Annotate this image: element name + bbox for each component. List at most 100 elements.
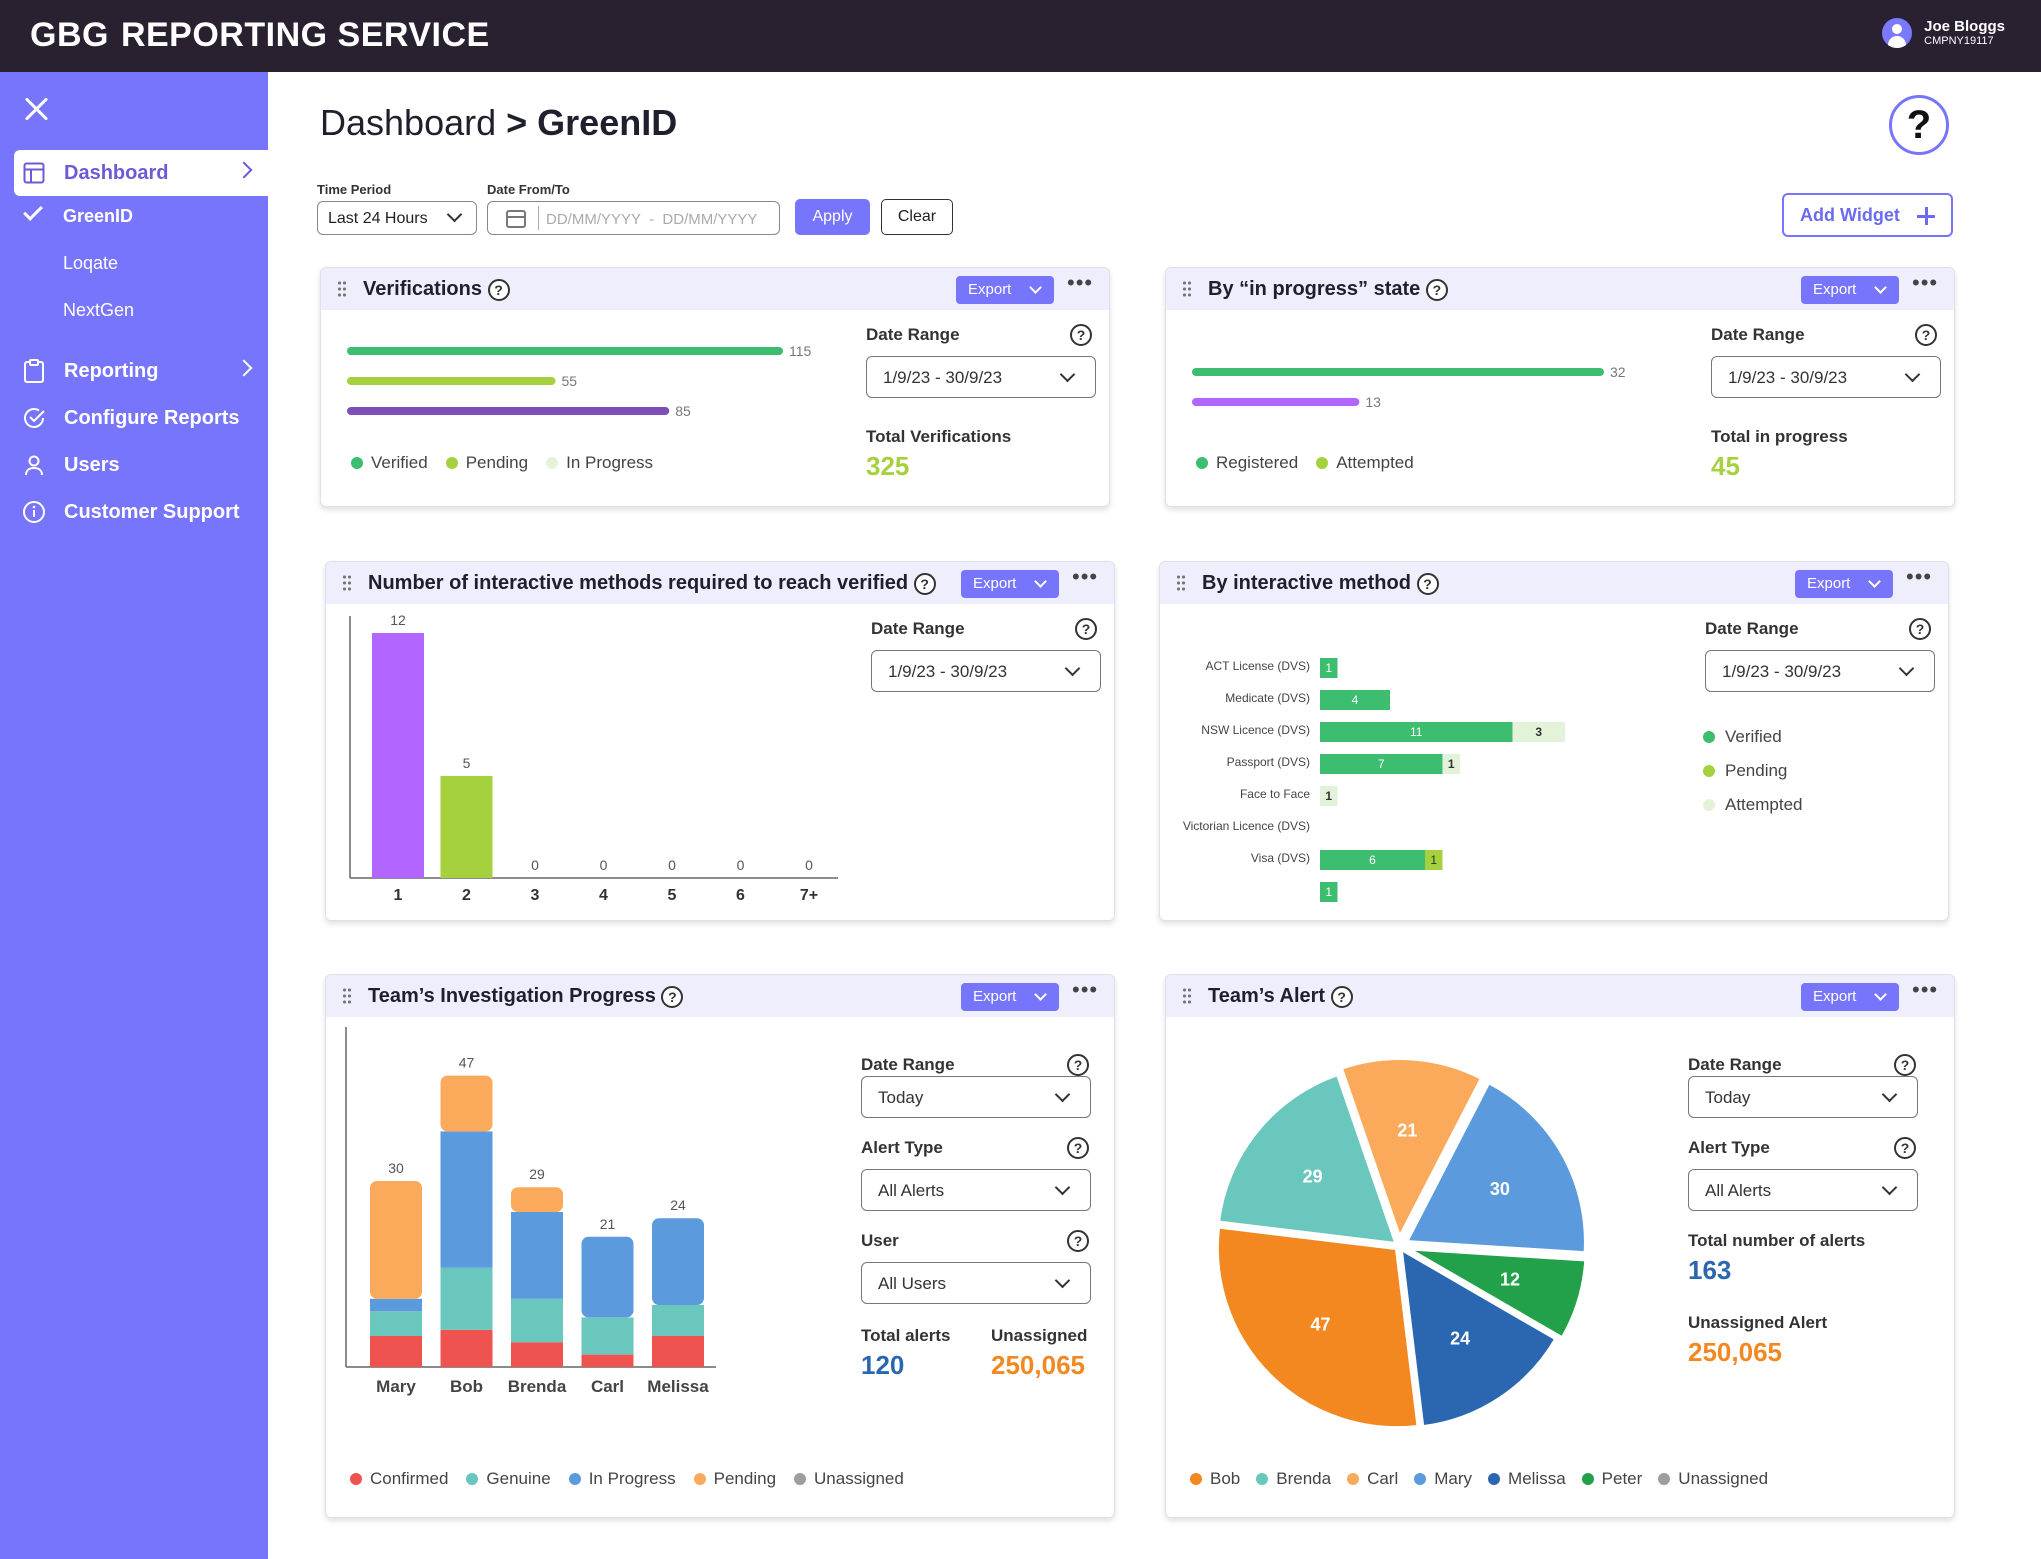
close-icon[interactable] [22, 94, 52, 124]
bar [347, 407, 670, 415]
user-avatar-icon[interactable] [1882, 18, 1913, 48]
bar-segment [581, 1354, 634, 1367]
drag-handle-icon[interactable] [337, 280, 347, 298]
alert-type-select[interactable]: All Alerts [861, 1169, 1091, 1211]
drag-handle-icon[interactable] [342, 574, 352, 592]
legend-dot [568, 1473, 581, 1485]
export-button[interactable]: Export [1795, 570, 1893, 598]
sidebar-item-dashboard[interactable]: Dashboard [14, 150, 268, 196]
more-icon[interactable]: ••• [1912, 977, 1939, 1002]
help-icon[interactable]: ? [1894, 1054, 1916, 1076]
more-icon[interactable]: ••• [1072, 977, 1099, 1002]
legend-dot [1256, 1473, 1269, 1485]
help-icon[interactable]: ? [1909, 618, 1931, 640]
sidebar-item-configure-reports[interactable]: Configure Reports [14, 395, 268, 441]
date-range-select[interactable]: 1/9/23 - 30/9/23 [866, 356, 1096, 398]
help-icon[interactable]: ? [1894, 1137, 1916, 1159]
help-icon[interactable]: ? [487, 278, 510, 301]
chevron-down-icon [1054, 1179, 1071, 1196]
date-range-select[interactable]: Today [861, 1076, 1091, 1118]
help-icon[interactable]: ? [1067, 1230, 1089, 1252]
bar-value-label: 30 [388, 1160, 404, 1176]
bar-segment [581, 1317, 634, 1355]
date-range-select[interactable]: Today [1688, 1076, 1918, 1118]
breadcrumb-parent[interactable]: Dashboard [320, 102, 497, 143]
pie-slice [1338, 1056, 1485, 1244]
widget-verifications: Verifications ? Export ••• 115 55 85 Verif… [320, 267, 1110, 507]
y-tick-label: Face to Face [1240, 787, 1310, 801]
legend-item: Carl [1347, 1469, 1398, 1489]
unassigned-value: 250,065 [991, 1350, 1085, 1380]
legend-item: Mary [1414, 1469, 1472, 1489]
bar-segment [652, 1336, 704, 1367]
more-icon[interactable]: ••• [1912, 270, 1939, 295]
help-icon[interactable]: ? [1067, 1137, 1089, 1159]
time-period-label: Time Period [317, 182, 392, 197]
apply-button[interactable]: Apply [795, 199, 870, 235]
help-icon[interactable]: ? [1330, 985, 1353, 1008]
drag-handle-icon[interactable] [1182, 280, 1192, 298]
export-button[interactable]: Export [961, 570, 1059, 598]
pie-value-label: 30 [1490, 1179, 1510, 1199]
drag-handle-icon[interactable] [1176, 574, 1186, 592]
drag-handle-icon[interactable] [1182, 987, 1192, 1005]
legend-dot [466, 1473, 479, 1485]
date-range-select[interactable]: 1/9/23 - 30/9/23 [871, 650, 1101, 692]
sidebar-subitem-greenid[interactable]: GreenID [63, 206, 134, 226]
bar-value-label: 55 [562, 373, 578, 389]
export-button[interactable]: Export [1801, 276, 1899, 304]
more-icon[interactable]: ••• [1067, 270, 1094, 295]
help-icon[interactable]: ? [1915, 324, 1937, 346]
user-menu[interactable]: Joe Bloggs CMPNY19117 [1882, 18, 2005, 48]
help-icon[interactable]: ? [1425, 278, 1448, 301]
widget-title: Verifications ? [363, 278, 510, 301]
date-range-input[interactable]: DD/MM/YYYY - DD/MM/YYYY [487, 201, 780, 235]
sidebar-item-reporting[interactable]: Reporting [14, 348, 268, 394]
legend-item: Registered [1196, 453, 1298, 473]
bar-segment [440, 1075, 493, 1132]
more-icon[interactable]: ••• [1072, 564, 1099, 589]
sidebar-item-users[interactable]: Users [14, 442, 268, 488]
more-icon[interactable]: ••• [1906, 564, 1933, 589]
bar-segment [1320, 786, 1338, 806]
bar [1192, 368, 1604, 376]
sidebar-item-label: Dashboard [64, 161, 169, 184]
chevron-down-icon [1881, 1179, 1898, 1196]
help-icon[interactable]: ? [1070, 324, 1092, 346]
chevron-right-icon [235, 161, 253, 179]
bar-segment [652, 1218, 704, 1305]
help-icon[interactable]: ? [1075, 618, 1097, 640]
export-button[interactable]: Export [956, 276, 1054, 304]
bar-value-label: 0 [805, 857, 813, 873]
time-period-select[interactable]: Last 24 Hours [317, 201, 477, 235]
sidebar-item-customer-support[interactable]: Customer Support [14, 489, 268, 535]
alert-type-select[interactable]: All Alerts [1688, 1169, 1918, 1211]
sidebar-subitem-loqate[interactable]: Loqate [63, 253, 119, 273]
layout-icon [22, 161, 46, 185]
widget-title: By “in progress” state ? [1208, 278, 1448, 301]
legend-dot [1488, 1473, 1501, 1485]
bar [347, 377, 556, 385]
clear-button[interactable]: Clear [881, 199, 953, 235]
help-icon[interactable]: ? [1067, 1054, 1089, 1076]
date-placeholder: DD/MM/YYYY - DD/MM/YYYY [546, 211, 758, 228]
date-range-select[interactable]: 1/9/23 - 30/9/23 [1705, 650, 1935, 692]
sidebar-subitem-nextgen[interactable]: NextGen [63, 300, 135, 320]
total-value: 45 [1711, 451, 1740, 481]
help-icon[interactable]: ? [913, 572, 936, 595]
export-button[interactable]: Export [961, 983, 1059, 1011]
help-icon[interactable]: ? [661, 985, 684, 1008]
date-range-label: Date From/To [487, 182, 570, 197]
pie-slice [1402, 1079, 1588, 1256]
widget-header: Verifications ? Export ••• [321, 268, 1109, 310]
help-icon[interactable]: ? [1416, 572, 1439, 595]
date-range-select[interactable]: 1/9/23 - 30/9/23 [1711, 356, 1941, 398]
help-button[interactable]: ? [1889, 95, 1949, 155]
export-button[interactable]: Export [1801, 983, 1899, 1011]
add-widget-button[interactable]: Add Widget [1782, 193, 1953, 237]
drag-handle-icon[interactable] [342, 987, 352, 1005]
bar-segment [511, 1298, 563, 1343]
app-logo[interactable]: GBG REPORTING SERVICE [30, 16, 490, 54]
user-select[interactable]: All Users [861, 1262, 1091, 1304]
bar-value-label: 7 [1378, 757, 1385, 771]
